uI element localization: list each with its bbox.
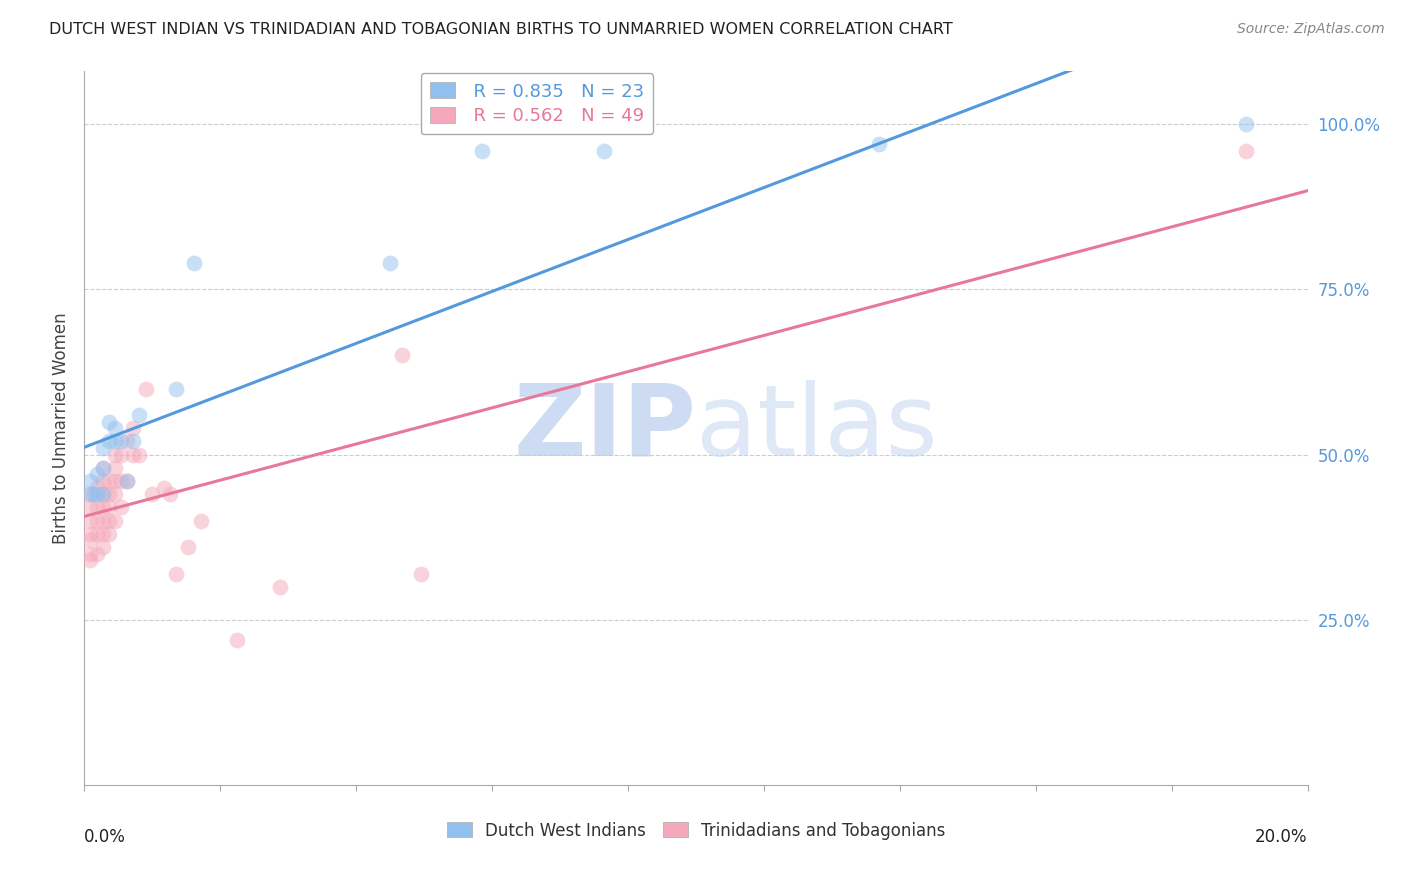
Point (153, 481, 176, 495)
Text: 0.0%: 0.0% (84, 828, 127, 846)
Point (79, 553, 101, 567)
Point (115, 474, 138, 488)
Point (183, 256, 205, 270)
Point (79, 527, 101, 541)
Point (165, 382, 187, 396)
Point (104, 514, 127, 528)
Point (159, 487, 181, 501)
Point (91, 500, 114, 515)
Point (86, 481, 108, 495)
Point (593, 144, 616, 158)
Point (165, 566, 187, 581)
Point (97, 474, 120, 488)
Point (86, 527, 108, 541)
Point (91, 487, 114, 501)
Point (97, 527, 120, 541)
Point (135, 382, 157, 396)
Point (869, 136, 891, 151)
Text: ZIP: ZIP (513, 380, 696, 476)
Point (380, 256, 402, 270)
Point (1236, 117, 1258, 131)
Point (115, 474, 138, 488)
Point (115, 434, 138, 449)
Point (97, 487, 120, 501)
Point (104, 434, 127, 449)
Point (97, 434, 120, 449)
Point (86, 487, 108, 501)
Point (110, 434, 132, 449)
Point (91, 460, 114, 475)
Point (128, 408, 150, 422)
Point (86, 467, 108, 482)
Point (79, 474, 101, 488)
Point (97, 514, 120, 528)
Point (79, 487, 101, 501)
Point (86, 500, 108, 515)
Point (79, 500, 101, 515)
Point (79, 533, 101, 548)
Point (104, 460, 127, 475)
Point (97, 415, 120, 429)
Point (86, 514, 108, 528)
Point (83, 487, 105, 501)
Point (91, 460, 114, 475)
Point (141, 487, 163, 501)
Point (190, 514, 212, 528)
Point (91, 527, 114, 541)
Point (97, 500, 120, 515)
Point (104, 487, 127, 501)
Point (104, 448, 127, 462)
Point (86, 547, 108, 561)
Point (122, 434, 145, 449)
Point (91, 514, 114, 528)
Point (128, 448, 150, 462)
Point (1236, 144, 1258, 158)
Point (409, 566, 432, 581)
Point (91, 487, 114, 501)
Point (91, 474, 114, 488)
Point (269, 580, 291, 594)
Point (110, 500, 132, 515)
Point (110, 448, 132, 462)
Text: 20.0%: 20.0% (1256, 828, 1308, 846)
Point (79, 514, 101, 528)
Y-axis label: Births to Unmarried Women: Births to Unmarried Women (52, 312, 70, 544)
Point (226, 632, 249, 647)
Point (79, 547, 101, 561)
Text: atlas: atlas (696, 380, 938, 476)
Point (122, 448, 145, 462)
Point (471, 144, 494, 158)
Point (91, 540, 114, 554)
Legend: Dutch West Indians, Trinidadians and Tobagonians: Dutch West Indians, Trinidadians and Tob… (439, 814, 953, 848)
Point (79, 487, 101, 501)
Text: DUTCH WEST INDIAN VS TRINIDADIAN AND TOBAGONIAN BIRTHS TO UNMARRIED WOMEN CORREL: DUTCH WEST INDIAN VS TRINIDADIAN AND TOB… (49, 22, 953, 37)
Point (110, 474, 132, 488)
Point (391, 349, 413, 363)
Point (104, 421, 127, 435)
Point (91, 441, 114, 455)
Text: Source: ZipAtlas.com: Source: ZipAtlas.com (1237, 22, 1385, 37)
Point (177, 540, 200, 554)
Point (122, 421, 145, 435)
Point (104, 474, 127, 488)
